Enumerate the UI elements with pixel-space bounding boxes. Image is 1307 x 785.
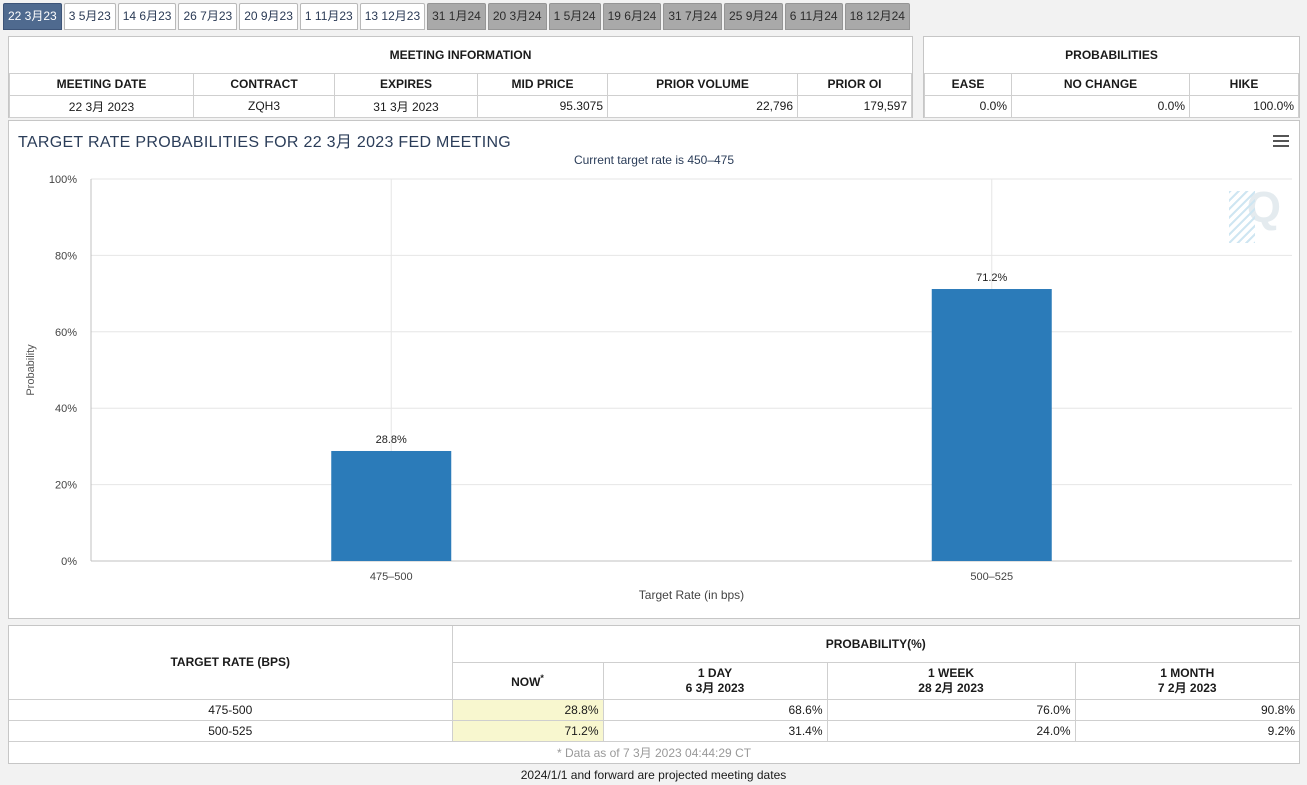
chart-subtitle: Current target rate is 450–475 bbox=[573, 153, 735, 167]
hike-value: 100.0% bbox=[1189, 94, 1299, 118]
tab-meeting-6[interactable]: 13 12月23 bbox=[359, 3, 426, 30]
no-change-value: 0.0% bbox=[1011, 94, 1190, 118]
header-no-change: NO CHANGE bbox=[1011, 72, 1190, 96]
tab-meeting-1[interactable]: 3 5月23 bbox=[63, 3, 116, 30]
y-axis-title: Probability bbox=[25, 344, 37, 396]
y-tick-label: 40% bbox=[55, 403, 77, 415]
table-row: 475-500 28.8% 68.6% 76.0% 90.8% bbox=[9, 698, 1299, 721]
meeting-info-panel: MEETING INFORMATION MEETING DATE CONTRAC… bbox=[8, 36, 913, 118]
now-cell: 28.8% bbox=[451, 698, 604, 721]
one-day-cell: 31.4% bbox=[602, 719, 828, 743]
tab-meeting-11[interactable]: 31 7月24 bbox=[663, 3, 723, 30]
meeting-date-value: 22 3月 2023 bbox=[9, 94, 194, 118]
contract-value: ZQH3 bbox=[193, 94, 335, 118]
x-tick-label: 500–525 bbox=[970, 571, 1013, 583]
one-week-cell: 76.0% bbox=[826, 698, 1076, 721]
header-contract: CONTRACT bbox=[193, 72, 335, 96]
header-expires: EXPIRES bbox=[334, 72, 478, 96]
tab-meeting-2[interactable]: 14 6月23 bbox=[117, 3, 177, 30]
hamburger-menu-icon[interactable] bbox=[1273, 135, 1289, 149]
y-tick-label: 0% bbox=[61, 556, 77, 568]
tab-meeting-4[interactable]: 20 9月23 bbox=[239, 3, 298, 30]
one-day-cell: 68.6% bbox=[602, 698, 828, 721]
data-label: 28.8% bbox=[376, 434, 407, 446]
header-prior-volume: PRIOR VOLUME bbox=[607, 72, 798, 96]
prior-oi-value: 179,597 bbox=[797, 94, 912, 118]
chart-panel: TARGET RATE PROBABILITIES FOR 22 3月 2023… bbox=[8, 120, 1300, 619]
bar-475–500 bbox=[331, 450, 452, 561]
mid-price-value: 95.3075 bbox=[477, 94, 608, 118]
tab-meeting-10[interactable]: 19 6月24 bbox=[602, 3, 662, 30]
meeting-info-title: MEETING INFORMATION bbox=[9, 37, 912, 74]
y-tick-label: 20% bbox=[55, 480, 77, 492]
tab-meeting-14[interactable]: 18 12月24 bbox=[844, 3, 910, 30]
col-1week-header: 1 WEEK 28 2月 2023 bbox=[826, 662, 1076, 700]
data-label: 71.2% bbox=[976, 272, 1007, 284]
chart-title: TARGET RATE PROBABILITIES FOR 22 3月 2023… bbox=[18, 134, 512, 151]
tab-meeting-0[interactable]: 22 3月23 bbox=[3, 3, 62, 30]
col-now-header: NOW* bbox=[451, 662, 604, 700]
data-timestamp-note: * Data as of 7 3月 2023 04:44:29 CT bbox=[9, 741, 1299, 763]
tab-meeting-8[interactable]: 20 3月24 bbox=[487, 3, 547, 30]
y-tick-label: 80% bbox=[55, 250, 77, 262]
prior-volume-value: 22,796 bbox=[607, 94, 798, 118]
y-tick-label: 60% bbox=[55, 327, 77, 339]
one-week-cell: 24.0% bbox=[826, 719, 1076, 743]
one-month-cell: 9.2% bbox=[1074, 719, 1299, 743]
header-meeting-date: MEETING DATE bbox=[9, 72, 194, 96]
probability-table-panel: TARGET RATE (BPS) PROBABILITY(%) NOW* 1 … bbox=[8, 625, 1300, 764]
x-tick-label: 475–500 bbox=[370, 571, 413, 583]
rate-cell: 475-500 bbox=[9, 698, 453, 721]
col-1month-header: 1 MONTH 7 2月 2023 bbox=[1074, 662, 1299, 700]
header-mid-price: MID PRICE bbox=[477, 72, 608, 96]
x-axis-title: Target Rate (in bps) bbox=[639, 588, 744, 602]
projected-dates-footer: 2024/1/1 and forward are projected meeti… bbox=[520, 768, 787, 782]
tab-meeting-5[interactable]: 1 11月23 bbox=[299, 3, 358, 30]
q-logo-watermark: Q bbox=[1228, 183, 1281, 243]
header-ease: EASE bbox=[924, 72, 1012, 96]
tab-meeting-13[interactable]: 6 11月24 bbox=[784, 3, 843, 30]
ease-value: 0.0% bbox=[924, 94, 1012, 118]
one-month-cell: 90.8% bbox=[1074, 698, 1299, 721]
tab-meeting-7[interactable]: 31 1月24 bbox=[427, 3, 486, 30]
rate-cell: 500-525 bbox=[9, 719, 453, 743]
tab-meeting-9[interactable]: 1 5月24 bbox=[548, 3, 601, 30]
table-row: 500-525 71.2% 31.4% 24.0% 9.2% bbox=[9, 719, 1299, 743]
now-cell: 71.2% bbox=[451, 719, 604, 743]
probabilities-title: PROBABILITIES bbox=[924, 37, 1299, 74]
bar-500–525 bbox=[931, 289, 1052, 561]
col-1day-header: 1 DAY 6 3月 2023 bbox=[602, 662, 828, 700]
y-tick-label: 100% bbox=[49, 174, 77, 186]
tab-meeting-12[interactable]: 25 9月24 bbox=[724, 3, 783, 30]
header-hike: HIKE bbox=[1189, 72, 1299, 96]
tab-meeting-3[interactable]: 26 7月23 bbox=[178, 3, 238, 30]
probabilities-panel: PROBABILITIES EASE NO CHANGE HIKE 0.0% 0… bbox=[923, 36, 1300, 118]
header-prior-oi: PRIOR OI bbox=[797, 72, 912, 96]
target-rate-header: TARGET RATE (BPS) bbox=[9, 626, 453, 700]
expires-value: 31 3月 2023 bbox=[334, 94, 478, 118]
meeting-tabs: 22 3月23 3 5月23 14 6月23 26 7月23 20 9月23 1 11月2… bbox=[3, 3, 912, 31]
probability-group-header: PROBABILITY(%) bbox=[451, 626, 1299, 664]
bar-chart: 0% 20% 40% 60% 80% 100% 28.8% 475–500 71.2% 500–5… bbox=[25, 174, 1292, 602]
